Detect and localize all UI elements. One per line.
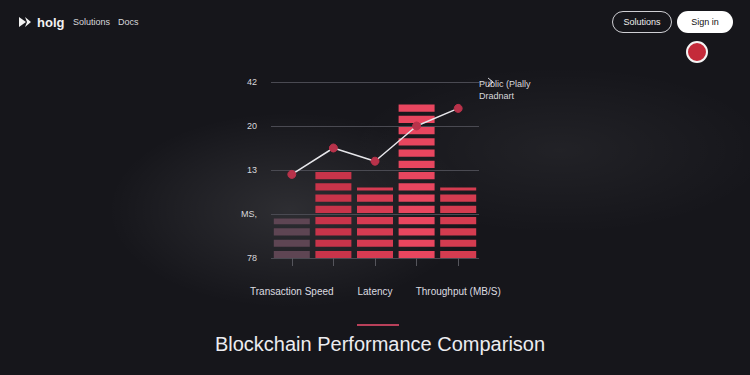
svg-text:42: 42 <box>247 77 257 87</box>
html-text:Solutions: Solutions <box>623 17 661 27</box>
html-text:Solutions: Solutions <box>73 17 110 27</box>
svg-text:Dradnart: Dradnart <box>479 91 515 101</box>
html-text:Blockchain Performance Compari: Blockchain Performance Comparison <box>214 333 546 355</box>
svg-text:Public (Plally: Public (Plally <box>479 79 531 89</box>
svg-text:78: 78 <box>247 253 257 263</box>
html-text:Sign in: Sign in <box>691 17 719 27</box>
svg-text:Transaction Speed: Transaction Speed <box>250 286 334 297</box>
svg-text:13: 13 <box>247 165 257 175</box>
svg-text:Latency: Latency <box>357 286 392 297</box>
svg-text:Throughput (MB/S): Throughput (MB/S) <box>416 286 501 297</box>
html-text:holg: holg <box>37 15 65 30</box>
html-text:Docs: Docs <box>118 17 139 27</box>
svg-text:MS,: MS, <box>241 209 257 219</box>
svg-text:20: 20 <box>247 121 257 131</box>
